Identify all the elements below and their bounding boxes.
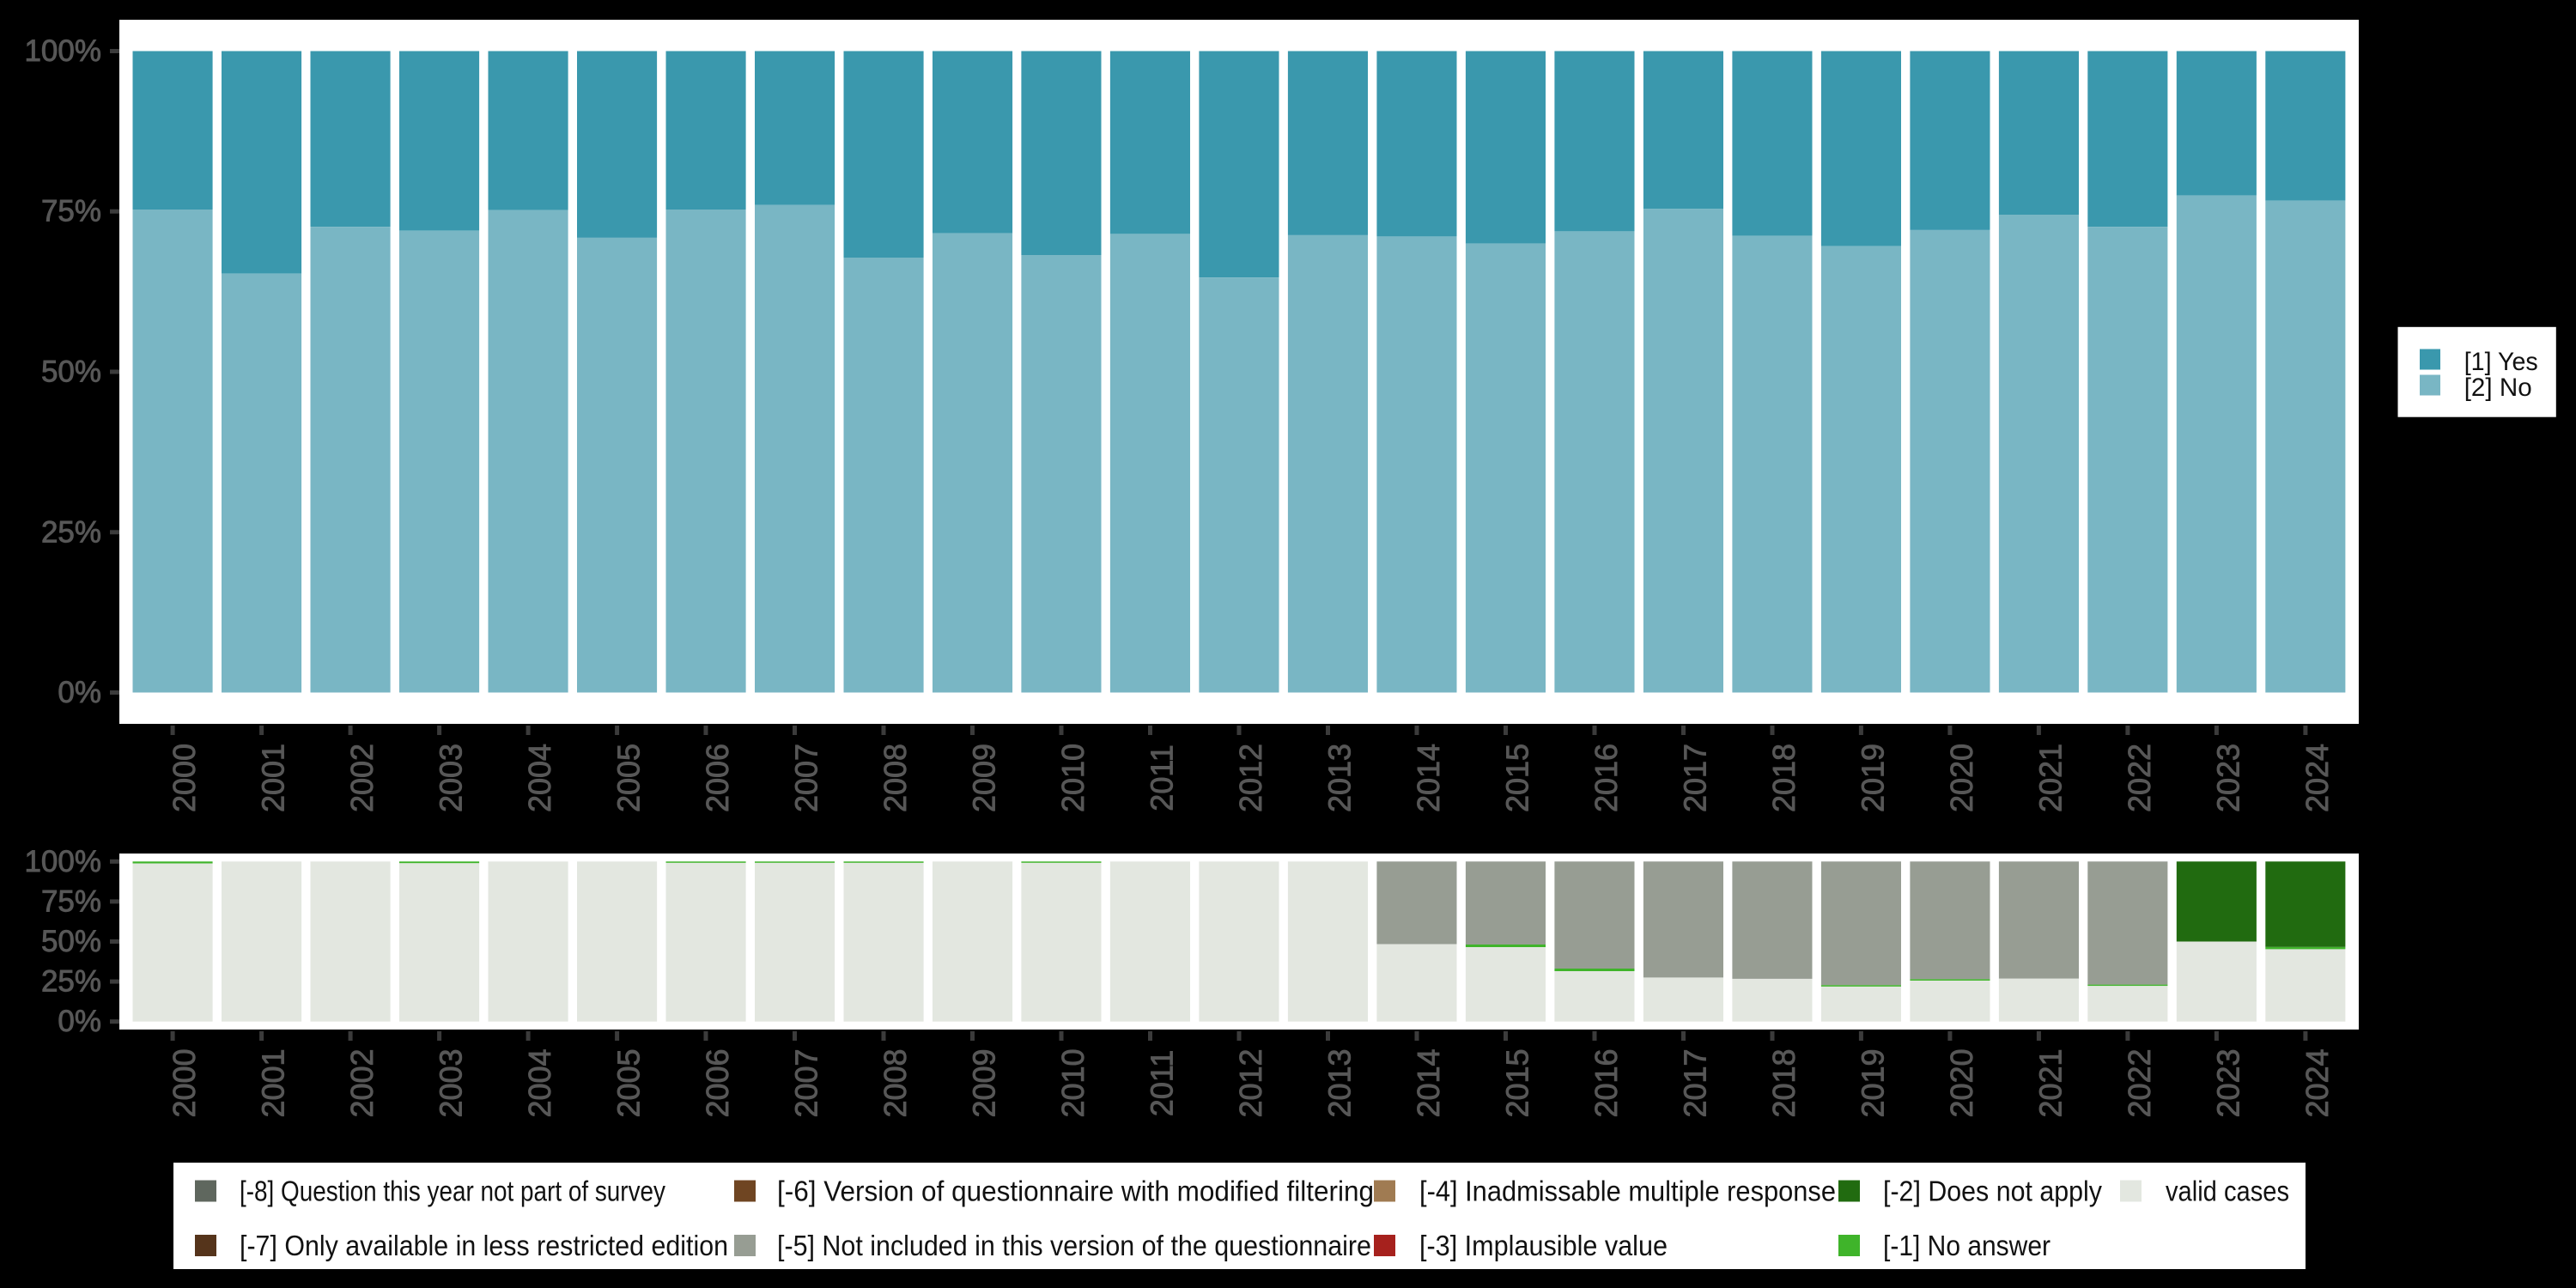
svg-text:2005: 2005: [611, 1048, 647, 1117]
svg-text:2007: 2007: [789, 1048, 824, 1117]
svg-text:2024: 2024: [2300, 744, 2335, 812]
svg-text:0%: 0%: [58, 1005, 101, 1038]
svg-text:2017: 2017: [1678, 744, 1713, 812]
svg-text:2003: 2003: [434, 744, 469, 812]
svg-text:100%: 100%: [24, 34, 101, 68]
svg-text:2001: 2001: [256, 744, 291, 812]
svg-text:2006: 2006: [700, 744, 735, 812]
svg-text:50%: 50%: [41, 925, 101, 958]
svg-text:2010: 2010: [1055, 744, 1091, 812]
svg-text:2003: 2003: [434, 1048, 469, 1117]
svg-text:2004: 2004: [522, 744, 557, 812]
svg-text:2020: 2020: [1944, 1048, 1979, 1117]
svg-text:25%: 25%: [41, 965, 101, 999]
svg-text:2008: 2008: [878, 1048, 913, 1117]
svg-text:[-4] Inadmissable multiple res: [-4] Inadmissable multiple response: [1419, 1176, 1836, 1207]
svg-text:valid cases: valid cases: [2166, 1176, 2289, 1207]
svg-text:2002: 2002: [344, 1048, 380, 1117]
svg-text:2015: 2015: [1500, 744, 1535, 812]
svg-text:2019: 2019: [1855, 1048, 1890, 1117]
svg-text:2018: 2018: [1766, 1048, 1801, 1117]
svg-text:2015: 2015: [1500, 1048, 1535, 1117]
svg-text:2006: 2006: [700, 1048, 735, 1117]
svg-text:2023: 2023: [2210, 744, 2245, 812]
svg-text:[-7] Only available in less re: [-7] Only available in less restricted e…: [240, 1230, 728, 1261]
svg-text:2011: 2011: [1145, 744, 1180, 811]
svg-text:2008: 2008: [878, 744, 913, 812]
svg-text:50%: 50%: [41, 355, 101, 389]
svg-text:25%: 25%: [41, 515, 101, 549]
svg-text:2012: 2012: [1233, 744, 1268, 812]
svg-text:2024: 2024: [2300, 1048, 2335, 1117]
svg-text:0%: 0%: [58, 676, 101, 709]
svg-text:2012: 2012: [1233, 1048, 1268, 1117]
svg-text:2023: 2023: [2210, 1048, 2245, 1117]
svg-text:[-1] No answer: [-1] No answer: [1883, 1230, 2050, 1261]
svg-text:[-5] Not included in this vers: [-5] Not included in this version of the…: [777, 1230, 1371, 1261]
svg-text:2022: 2022: [2122, 744, 2157, 812]
svg-text:2002: 2002: [344, 744, 380, 812]
svg-text:75%: 75%: [41, 884, 101, 918]
svg-text:2009: 2009: [967, 744, 1002, 812]
svg-text:[-8] Question this year not pa: [-8] Question this year not part of surv…: [240, 1176, 665, 1207]
svg-text:2010: 2010: [1055, 1048, 1091, 1117]
svg-text:[2] No: [2] No: [2464, 374, 2532, 402]
svg-text:[-6] Version of questionnaire: [-6] Version of questionnaire with modif…: [777, 1176, 1374, 1207]
svg-text:2007: 2007: [789, 744, 824, 812]
svg-text:2022: 2022: [2122, 1048, 2157, 1117]
svg-text:2018: 2018: [1766, 744, 1801, 812]
svg-text:2016: 2016: [1589, 744, 1624, 812]
svg-text:2001: 2001: [256, 1048, 291, 1117]
svg-text:2016: 2016: [1589, 1048, 1624, 1117]
svg-text:2017: 2017: [1678, 1048, 1713, 1117]
svg-text:2014: 2014: [1411, 1048, 1446, 1117]
svg-text:100%: 100%: [24, 845, 101, 878]
svg-text:2014: 2014: [1411, 744, 1446, 812]
svg-text:2021: 2021: [2032, 1048, 2068, 1117]
svg-text:2011: 2011: [1145, 1050, 1180, 1116]
svg-text:2000: 2000: [167, 744, 202, 812]
svg-text:[1] Yes: [1] Yes: [2464, 348, 2538, 376]
svg-text:2020: 2020: [1944, 744, 1979, 812]
svg-text:2013: 2013: [1322, 1048, 1358, 1117]
svg-text:2005: 2005: [611, 744, 647, 812]
svg-text:2019: 2019: [1855, 744, 1890, 812]
svg-text:2013: 2013: [1322, 744, 1358, 812]
svg-text:2000: 2000: [167, 1048, 202, 1117]
svg-text:[-3] Implausible value: [-3] Implausible value: [1419, 1230, 1668, 1261]
svg-text:2021: 2021: [2032, 744, 2068, 812]
svg-text:75%: 75%: [41, 195, 101, 228]
svg-text:2009: 2009: [967, 1048, 1002, 1117]
svg-text:2004: 2004: [522, 1048, 557, 1117]
svg-text:[-2] Does not apply: [-2] Does not apply: [1883, 1176, 2102, 1207]
